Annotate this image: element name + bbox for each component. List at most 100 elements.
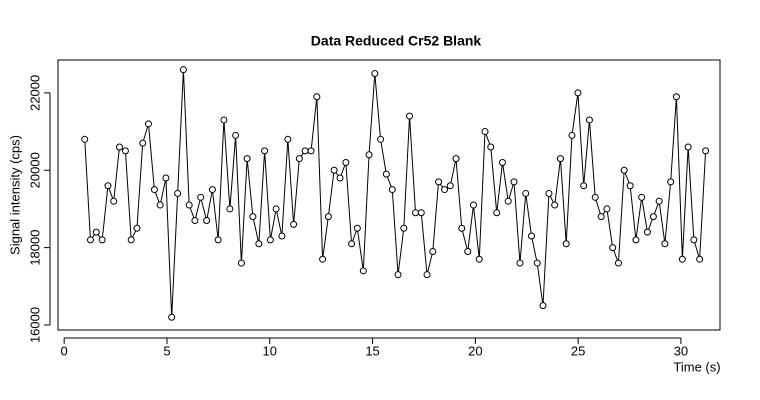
data-point [133,224,141,232]
data-point [243,155,251,163]
data-point [162,174,170,182]
data-point [464,247,472,255]
x-tick-label: 0 [61,343,68,358]
y-tick-label: 18000 [27,230,42,266]
data-point [115,143,123,151]
data-point [684,143,692,151]
y-tick-label: 22000 [27,75,42,111]
data-point [98,236,106,244]
data-point [208,186,216,194]
data-point [272,205,280,213]
data-point [591,193,599,201]
data-point [394,271,402,279]
data-point [290,220,298,228]
data-point [522,189,530,197]
data-point [603,205,611,213]
data-point [261,147,269,155]
data-point [678,255,686,263]
data-point [533,259,541,267]
data-point [127,236,135,244]
chart-title: Data Reduced Cr52 Blank [311,33,482,49]
data-point [232,131,240,139]
data-point [562,240,570,248]
data-point [487,143,495,151]
data-point [150,186,158,194]
data-point [412,209,420,217]
data-point [690,236,698,244]
data-point [475,255,483,263]
data-point [672,93,680,101]
data-point [458,224,466,232]
x-tick-label: 25 [571,343,585,358]
data-point [667,178,675,186]
data-point [510,178,518,186]
data-point [168,313,176,321]
plot-frame [57,59,721,331]
data-point [365,151,373,159]
data-point [400,224,408,232]
data-point [191,217,199,225]
data-point [359,267,367,275]
data-point [86,236,94,244]
data-point [516,259,524,267]
data-point [110,197,118,205]
data-point [301,147,309,155]
x-tick-label: 30 [674,343,688,358]
data-point [121,147,129,155]
data-point [388,186,396,194]
data-point [649,213,657,221]
data-point [342,159,350,167]
data-point [324,213,332,221]
data-point [638,193,646,201]
data-point [626,182,634,190]
data-point [336,174,344,182]
data-point [307,147,315,155]
data-point [655,197,663,205]
data-point [661,240,669,248]
data-point [185,201,193,209]
data-point [481,128,489,136]
data-point [226,205,234,213]
data-point [423,271,431,279]
data-point [156,201,164,209]
data-point [220,116,228,124]
data-point [574,89,582,97]
data-point [696,255,704,263]
data-point [620,166,628,174]
data-point [551,201,559,209]
data-point [295,155,303,163]
data-point [104,182,112,190]
data-point [284,135,292,143]
data-point [417,209,425,217]
data-point [493,209,501,217]
data-point [371,70,379,78]
data-point [429,247,437,255]
x-tick-label: 15 [365,343,379,358]
data-point [377,135,385,143]
data-point [452,155,460,163]
data-point [237,259,245,267]
data-point [174,189,182,197]
data-point [597,213,605,221]
data-point [249,213,257,221]
data-point [278,232,286,240]
data-point [319,255,327,263]
x-tick-label: 5 [163,343,170,358]
data-point [406,112,414,120]
data-point [556,155,564,163]
data-point [527,232,535,240]
data-point [504,197,512,205]
y-axis-label: Signal intensity (cps) [7,135,22,255]
data-point [545,189,553,197]
data-point [469,201,477,209]
data-point [313,93,321,101]
data-point [609,244,617,252]
data-point [255,240,263,248]
data-point [446,182,454,190]
y-tick-label: 16000 [27,307,42,343]
data-point [92,228,100,236]
data-point [702,147,710,155]
data-point [330,166,338,174]
data-point [144,120,152,128]
x-tick-label: 20 [468,343,482,358]
